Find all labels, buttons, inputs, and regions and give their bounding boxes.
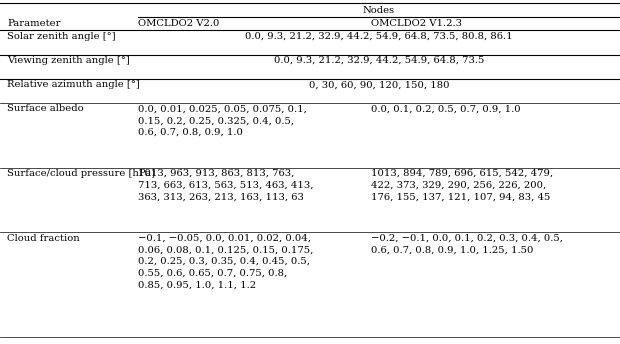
Text: Surface/cloud pressure [hPa]: Surface/cloud pressure [hPa]: [7, 169, 156, 178]
Text: Relative azimuth angle [°]: Relative azimuth angle [°]: [7, 80, 140, 89]
Text: 0.0, 9.3, 21.2, 32.9, 44.2, 54.9, 64.8, 73.5: 0.0, 9.3, 21.2, 32.9, 44.2, 54.9, 64.8, …: [273, 56, 484, 65]
Text: OMCLDO2 V1.2.3: OMCLDO2 V1.2.3: [371, 19, 462, 28]
Text: Surface albedo: Surface albedo: [7, 105, 84, 114]
Text: Parameter: Parameter: [7, 19, 61, 28]
Text: OMCLDO2 V2.0: OMCLDO2 V2.0: [138, 19, 219, 28]
Text: 0.0, 0.1, 0.2, 0.5, 0.7, 0.9, 1.0: 0.0, 0.1, 0.2, 0.5, 0.7, 0.9, 1.0: [371, 105, 520, 114]
Text: 1013, 963, 913, 863, 813, 763,
713, 663, 613, 563, 513, 463, 413,
363, 313, 263,: 1013, 963, 913, 863, 813, 763, 713, 663,…: [138, 169, 313, 202]
Text: Cloud fraction: Cloud fraction: [7, 234, 80, 243]
Text: 0.0, 9.3, 21.2, 32.9, 44.2, 54.9, 64.8, 73.5, 80.8, 86.1: 0.0, 9.3, 21.2, 32.9, 44.2, 54.9, 64.8, …: [245, 32, 513, 41]
Text: 0.0, 0.01, 0.025, 0.05, 0.075, 0.1,
0.15, 0.2, 0.25, 0.325, 0.4, 0.5,
0.6, 0.7, : 0.0, 0.01, 0.025, 0.05, 0.075, 0.1, 0.15…: [138, 105, 306, 137]
Text: −0.1, −0.05, 0.0, 0.01, 0.02, 0.04,
0.06, 0.08, 0.1, 0.125, 0.15, 0.175,
0.2, 0.: −0.1, −0.05, 0.0, 0.01, 0.02, 0.04, 0.06…: [138, 234, 313, 290]
Text: 1013, 894, 789, 696, 615, 542, 479,
422, 373, 329, 290, 256, 226, 200,
176, 155,: 1013, 894, 789, 696, 615, 542, 479, 422,…: [371, 169, 553, 202]
Text: Nodes: Nodes: [363, 6, 395, 15]
Text: −0.2, −0.1, 0.0, 0.1, 0.2, 0.3, 0.4, 0.5,
0.6, 0.7, 0.8, 0.9, 1.0, 1.25, 1.50: −0.2, −0.1, 0.0, 0.1, 0.2, 0.3, 0.4, 0.5…: [371, 234, 563, 254]
Text: 0, 30, 60, 90, 120, 150, 180: 0, 30, 60, 90, 120, 150, 180: [309, 80, 449, 89]
Text: Solar zenith angle [°]: Solar zenith angle [°]: [7, 32, 116, 41]
Text: Viewing zenith angle [°]: Viewing zenith angle [°]: [7, 56, 130, 65]
